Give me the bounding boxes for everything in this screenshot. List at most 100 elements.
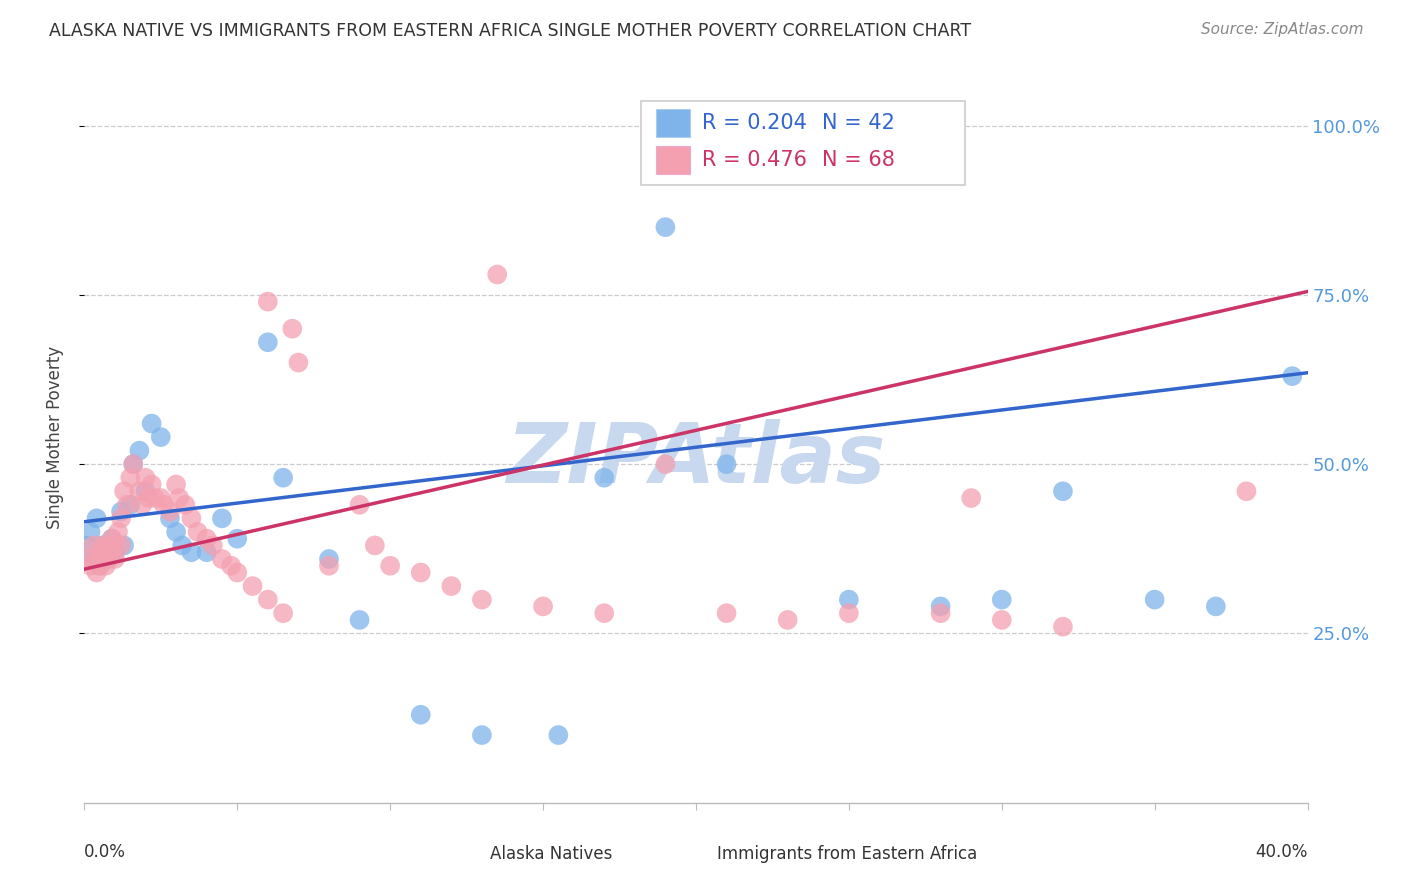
Point	[86, 566, 108, 580]
Point	[929, 606, 952, 620]
Point	[86, 552, 108, 566]
Point	[159, 505, 181, 519]
Text: R = 0.476: R = 0.476	[702, 150, 807, 169]
FancyBboxPatch shape	[641, 101, 965, 185]
Point	[79, 558, 101, 573]
Point	[149, 430, 172, 444]
Point	[219, 558, 242, 573]
Point	[91, 538, 114, 552]
Point	[271, 606, 294, 620]
Point	[110, 505, 132, 519]
Point	[380, 558, 402, 573]
Point	[271, 471, 294, 485]
Text: ALASKA NATIVE VS IMMIGRANTS FROM EASTERN AFRICA SINGLE MOTHER POVERTY CORRELATIO: ALASKA NATIVE VS IMMIGRANTS FROM EASTERN…	[49, 22, 972, 40]
Point	[186, 524, 208, 539]
Point	[471, 592, 494, 607]
Point	[287, 355, 309, 369]
Point	[104, 552, 127, 566]
Point	[112, 484, 135, 499]
Point	[149, 491, 172, 505]
Point	[138, 491, 160, 505]
Point	[242, 579, 264, 593]
Point	[122, 457, 145, 471]
Point	[364, 538, 387, 552]
Point	[1052, 484, 1074, 499]
Point	[101, 545, 124, 559]
Point	[593, 471, 616, 485]
Point	[593, 606, 616, 620]
Point	[120, 498, 142, 512]
Point	[167, 491, 190, 505]
Point	[97, 552, 120, 566]
Point	[257, 335, 280, 350]
Point	[135, 484, 157, 499]
Point	[104, 538, 127, 552]
Point	[180, 511, 202, 525]
Point	[409, 566, 432, 580]
Point	[349, 498, 371, 512]
Point	[838, 606, 860, 620]
Point	[486, 268, 509, 282]
Point	[91, 538, 114, 552]
Bar	[655, 110, 690, 137]
Point	[143, 491, 166, 505]
Point	[776, 613, 799, 627]
Point	[141, 417, 163, 431]
Point	[1205, 599, 1227, 614]
Point	[318, 558, 340, 573]
Point	[89, 545, 111, 559]
Point	[174, 498, 197, 512]
Point	[120, 471, 142, 485]
Point	[86, 511, 108, 525]
Point	[1143, 592, 1166, 607]
Point	[115, 498, 138, 512]
Point	[159, 511, 181, 525]
Point	[128, 484, 150, 499]
Point	[89, 558, 111, 573]
Point	[128, 443, 150, 458]
Point	[104, 545, 127, 559]
Text: 0.0%: 0.0%	[84, 843, 127, 861]
Point	[960, 491, 983, 505]
Point	[101, 532, 124, 546]
Point	[83, 552, 105, 566]
Point	[153, 498, 176, 512]
Text: N = 42: N = 42	[823, 113, 894, 133]
Point	[838, 592, 860, 607]
Point	[318, 552, 340, 566]
Point	[929, 599, 952, 614]
Point	[257, 294, 280, 309]
Point	[991, 613, 1014, 627]
Point	[211, 511, 233, 525]
Text: R = 0.204: R = 0.204	[702, 113, 807, 133]
Point	[141, 477, 163, 491]
Point	[349, 613, 371, 627]
Point	[112, 538, 135, 552]
Point	[211, 552, 233, 566]
Point	[107, 524, 129, 539]
Point	[1281, 369, 1303, 384]
Point	[131, 498, 153, 512]
Point	[716, 606, 738, 620]
Point	[201, 538, 224, 552]
Point	[101, 532, 124, 546]
Point	[172, 538, 194, 552]
Text: N = 68: N = 68	[823, 150, 894, 169]
Bar	[655, 146, 690, 174]
Bar	[683, 843, 710, 865]
Text: Alaska Natives: Alaska Natives	[491, 845, 613, 863]
Point	[110, 538, 132, 552]
Point	[97, 552, 120, 566]
Point	[83, 538, 105, 552]
Point	[94, 558, 117, 573]
Point	[195, 532, 218, 546]
Text: ZIPAtlas: ZIPAtlas	[506, 418, 886, 500]
Bar	[457, 843, 484, 865]
Point	[76, 538, 98, 552]
Point	[654, 220, 676, 235]
Point	[79, 524, 101, 539]
Point	[654, 457, 676, 471]
Point	[1052, 620, 1074, 634]
Point	[226, 532, 249, 546]
Text: 40.0%: 40.0%	[1256, 843, 1308, 861]
